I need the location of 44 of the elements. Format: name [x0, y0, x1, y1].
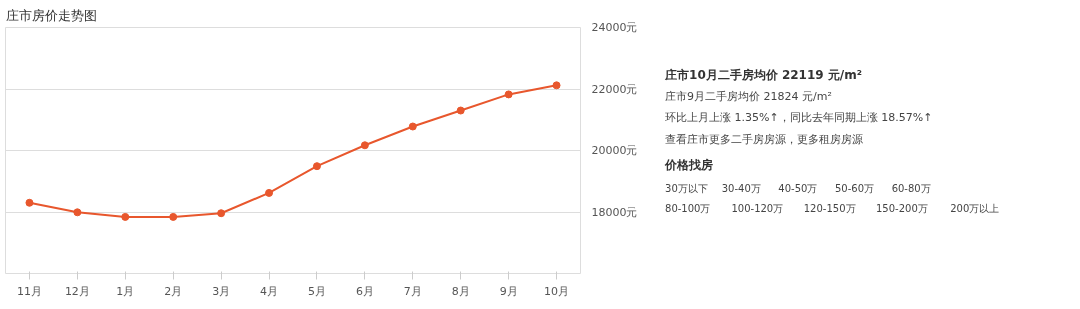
point: [169, 212, 178, 221]
x-tick-label: 7月: [403, 284, 422, 298]
point: [25, 198, 34, 207]
point: [217, 209, 226, 218]
x-tick-label: 11月: [16, 284, 42, 298]
text: 60-80万: [891, 182, 931, 194]
text: 100-120万: [731, 203, 784, 215]
point: [456, 106, 465, 115]
chart-title: 庄市房价走势图: [5, 7, 97, 23]
text: 庄市10月二手房均价 22119 元/m²: [664, 68, 862, 83]
point: [265, 188, 274, 197]
point: [73, 208, 82, 217]
point: [312, 162, 321, 171]
point: [121, 212, 130, 221]
x-tick-label: 5月: [307, 284, 326, 298]
x-tick-label: 10月: [544, 284, 570, 298]
x-tick-label: 4月: [260, 284, 279, 298]
y-tick-label: 18000元: [591, 205, 638, 219]
text: 120-150万: [803, 203, 856, 215]
text: 150-200万: [876, 203, 928, 215]
x-tick-label: 1月: [116, 284, 135, 298]
x-tick-label: 6月: [355, 284, 374, 298]
text: 庄市9月二手房均价 21824 元/m²: [665, 89, 832, 103]
y-tick-label: 24000元: [591, 21, 638, 34]
x-tick-label: 3月: [212, 284, 231, 298]
point: [552, 81, 561, 90]
x-tick-label: 12月: [64, 284, 90, 298]
x-tick-label: 8月: [451, 284, 470, 298]
text: 30-40万: [721, 182, 761, 194]
text: 30万以下: [665, 182, 708, 194]
text: 80-100万: [665, 203, 711, 215]
point: [504, 90, 513, 99]
x-tick-label: 9月: [499, 284, 518, 298]
x-tick-label: 2月: [164, 284, 183, 298]
text: 50-60万: [834, 182, 875, 194]
y-tick-label: 20000元: [591, 144, 638, 157]
point: [408, 122, 417, 131]
y-tick-label: 22000元: [591, 82, 638, 96]
text: 查看庄市更多二手房房源，更多租房房源: [665, 132, 864, 146]
point: [360, 141, 369, 150]
text: 200万以上: [950, 203, 1000, 215]
text: 价格找房: [664, 158, 714, 173]
text: 40-50万: [778, 182, 818, 194]
text: 环比上月上涨 1.35%↑，同比去年同期上涨 18.57%↑: [665, 111, 933, 125]
